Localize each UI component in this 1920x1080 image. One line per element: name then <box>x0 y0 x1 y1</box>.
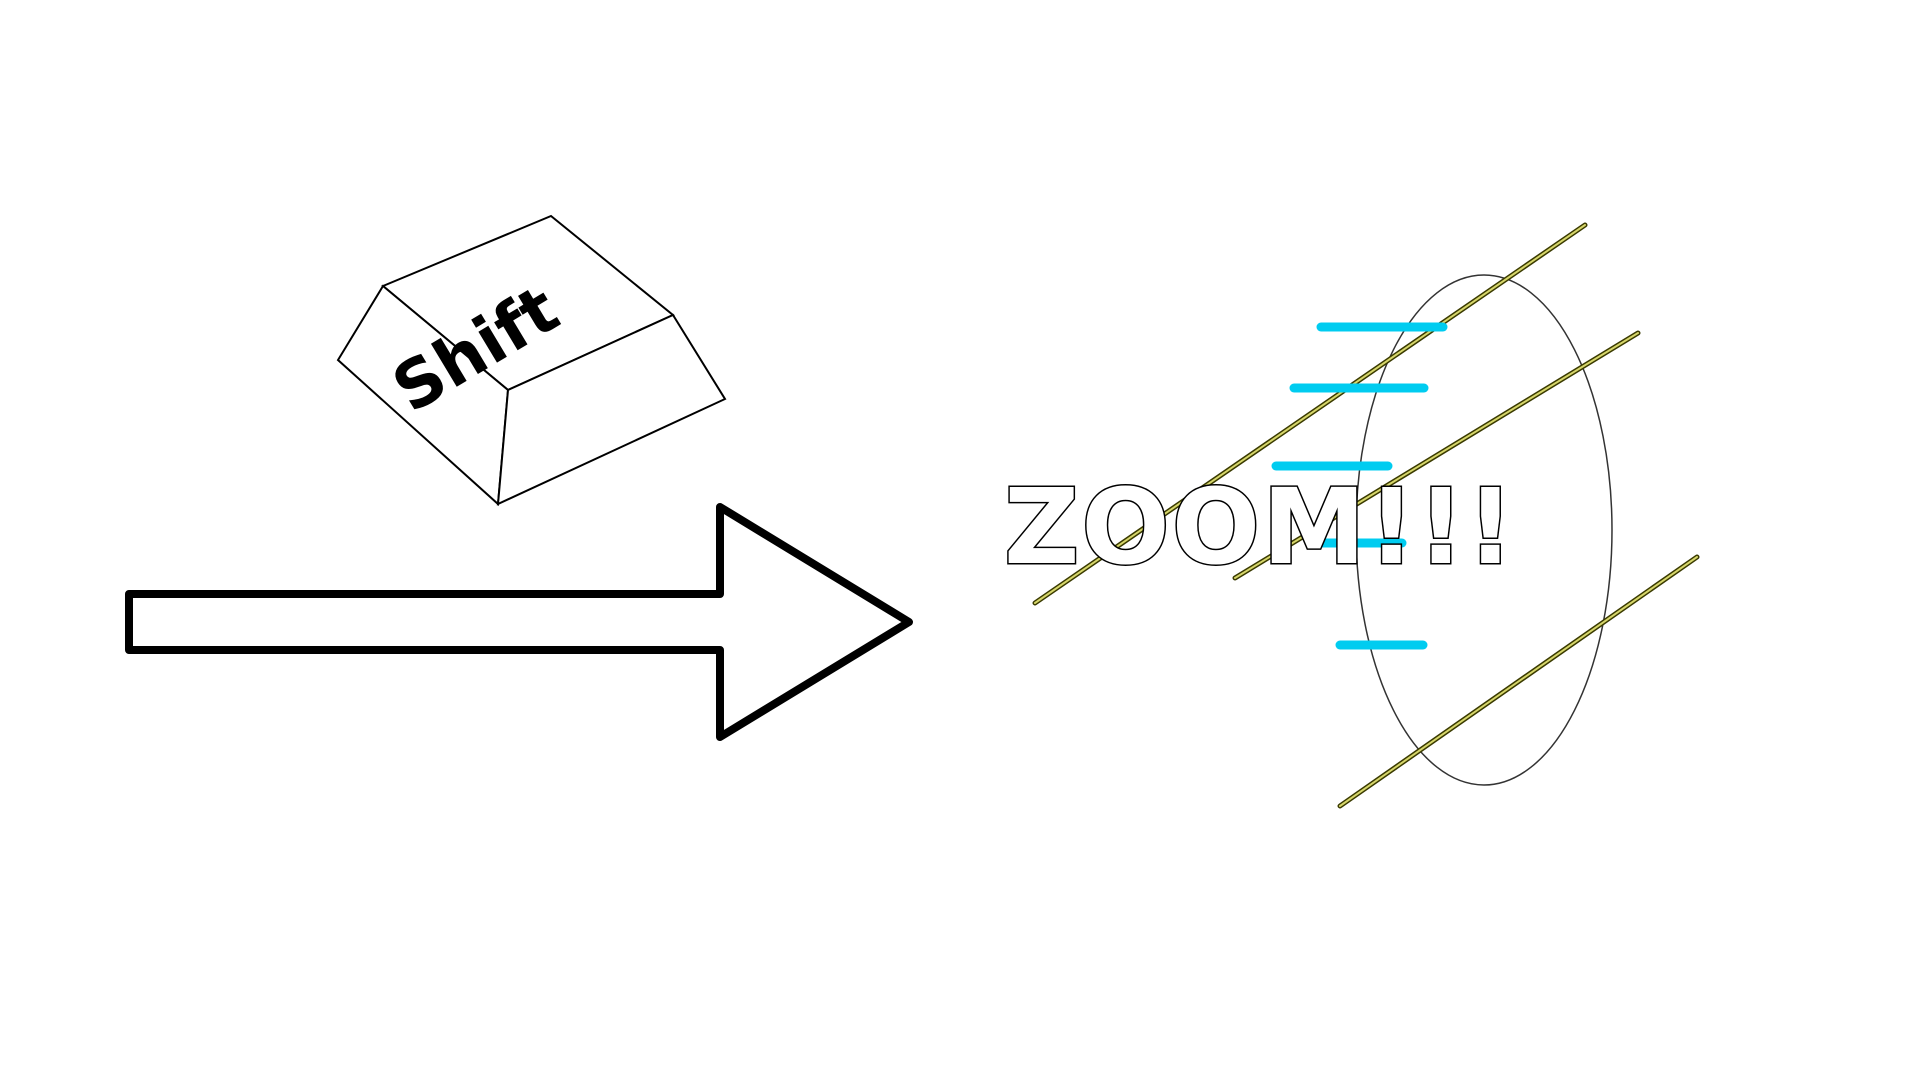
streak-line-inner <box>1034 224 1586 604</box>
right-arrow-icon <box>125 503 913 741</box>
motion-ellipse <box>1355 274 1613 786</box>
keycap-icon: Shift <box>336 214 727 507</box>
arrow-shape <box>125 503 913 741</box>
streak-line-inner <box>1339 556 1698 807</box>
zoom-burst-icon: ZOOM!!! <box>1002 222 1700 809</box>
speed-lines-icon <box>1271 322 1448 650</box>
zoom-label: ZOOM!!! <box>1004 466 1516 588</box>
speed-streaks <box>1032 222 1700 809</box>
keycap-front-face <box>496 313 727 506</box>
streak-line-inner <box>1234 332 1639 579</box>
